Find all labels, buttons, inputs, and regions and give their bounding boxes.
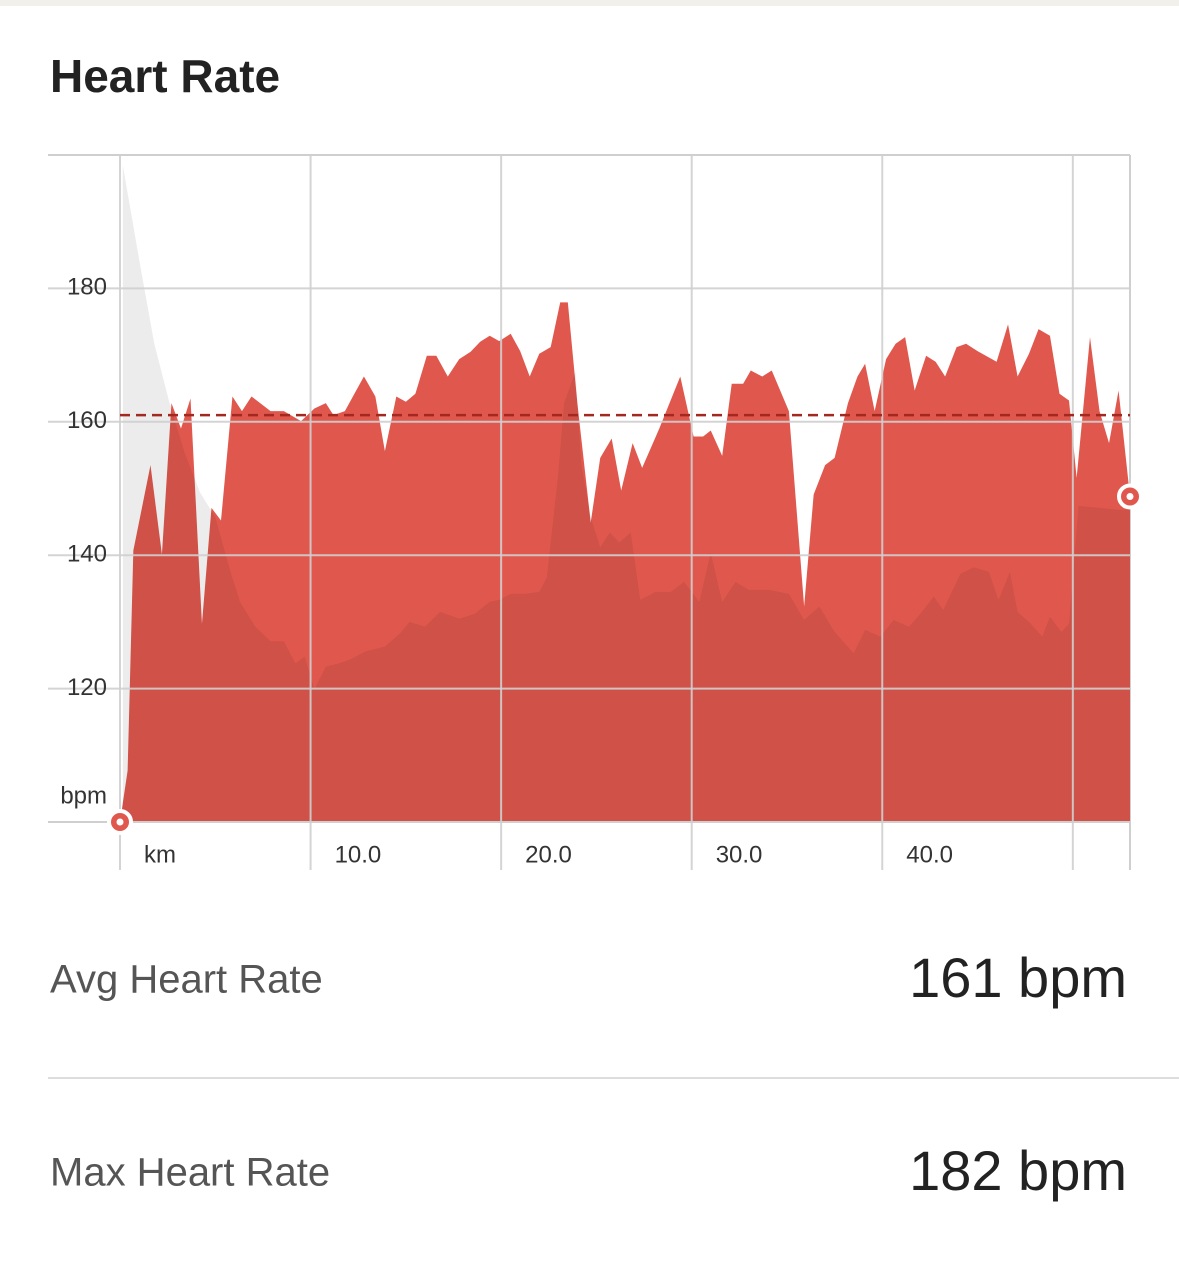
y-tick-label: 160 — [67, 407, 107, 434]
y-tick-label: 140 — [67, 541, 107, 568]
stat-value: 161 bpm — [909, 946, 1127, 1009]
x-tick-label: 10.0 — [335, 841, 382, 868]
area — [122, 165, 1130, 822]
endpoint-dot — [116, 818, 124, 826]
y-tick-label: 120 — [67, 674, 107, 701]
y-tick-label: 180 — [67, 274, 107, 301]
x-tick-label: 40.0 — [906, 841, 953, 868]
stat-value: 182 bpm — [909, 1139, 1127, 1202]
y-axis-label: bpm — [60, 782, 107, 809]
x-tick-label: 30.0 — [716, 841, 763, 868]
stat-label: Avg Heart Rate — [50, 958, 323, 1002]
top-strip — [0, 0, 1179, 6]
stat-label: Max Heart Rate — [50, 1151, 330, 1195]
section-title: Heart Rate — [50, 50, 280, 102]
endpoint-dot — [1126, 493, 1134, 501]
x-tick-label: km — [144, 841, 176, 868]
x-tick-label: 20.0 — [525, 841, 572, 868]
area — [120, 302, 1130, 823]
chart: 120 140 160 180 km 10.0 20.0 30.0 40.0 bpm — [48, 154, 1143, 870]
